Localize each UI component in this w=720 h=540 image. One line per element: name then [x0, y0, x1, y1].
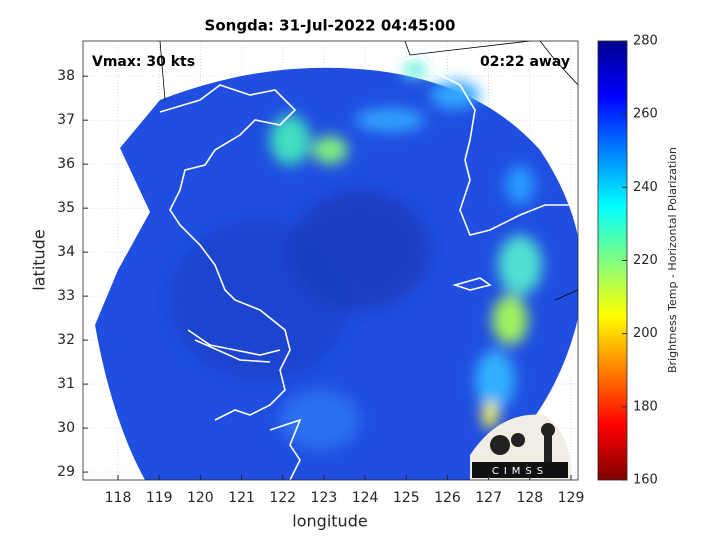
y-tick-label: 36 [57, 156, 75, 172]
colorbar-tick-label: 220 [633, 253, 658, 268]
coastline [159, 41, 578, 301]
x-tick-label: 118 [105, 490, 132, 506]
y-tick-label: 30 [57, 420, 75, 436]
coastline [404, 54, 570, 236]
x-axis-label: longitude [292, 512, 367, 531]
colorbar-tick-label: 280 [633, 34, 658, 49]
x-tick-label: 129 [558, 490, 585, 506]
x-tick-label: 128 [516, 490, 543, 506]
annotation: Vmax: 30 kts [92, 54, 195, 70]
x-tick-label: 120 [187, 490, 214, 506]
y-tick-label: 35 [57, 200, 75, 216]
colorbar-tick-label: 180 [633, 399, 658, 414]
coastline [159, 84, 297, 421]
colorbar-tick-label: 260 [633, 107, 658, 122]
x-tick-label: 123 [311, 490, 338, 506]
y-tick-label: 34 [57, 244, 75, 260]
y-tick-label: 37 [57, 112, 75, 128]
x-tick-label: 121 [228, 490, 255, 506]
x-tick-label: 122 [269, 490, 296, 506]
y-tick-label: 32 [57, 332, 75, 348]
coastline [187, 329, 281, 363]
annotation: 02:22 away [480, 54, 570, 70]
y-tick-label: 31 [57, 376, 75, 392]
coastline [452, 277, 492, 291]
logo: CIMSS [470, 414, 571, 480]
x-tick-label: 124 [352, 490, 379, 506]
colorbar-tick-label: 240 [633, 180, 658, 195]
swath [95, 41, 578, 480]
logo-text: CIMSS [492, 466, 548, 477]
y-axis-label: latitude [30, 229, 49, 290]
y-tick-label: 38 [57, 68, 75, 84]
colorbar-tick-label: 200 [633, 326, 658, 341]
y-tick-label: 33 [57, 288, 75, 304]
colorbar-tick-label: 160 [633, 473, 658, 488]
y-tick-label: 29 [57, 464, 75, 480]
colorbar-label: Brightness Temp - Horizontal Polarizatio… [666, 147, 679, 373]
plot-frame [82, 40, 579, 481]
x-tick-label: 127 [475, 490, 502, 506]
x-tick-label: 125 [393, 490, 420, 506]
x-tick-label: 126 [434, 490, 461, 506]
x-tick-label: 119 [146, 490, 173, 506]
coastline [269, 418, 302, 480]
cloud-features [170, 62, 542, 450]
chart-title: Songda: 31-Jul-2022 04:45:00 [205, 17, 456, 35]
